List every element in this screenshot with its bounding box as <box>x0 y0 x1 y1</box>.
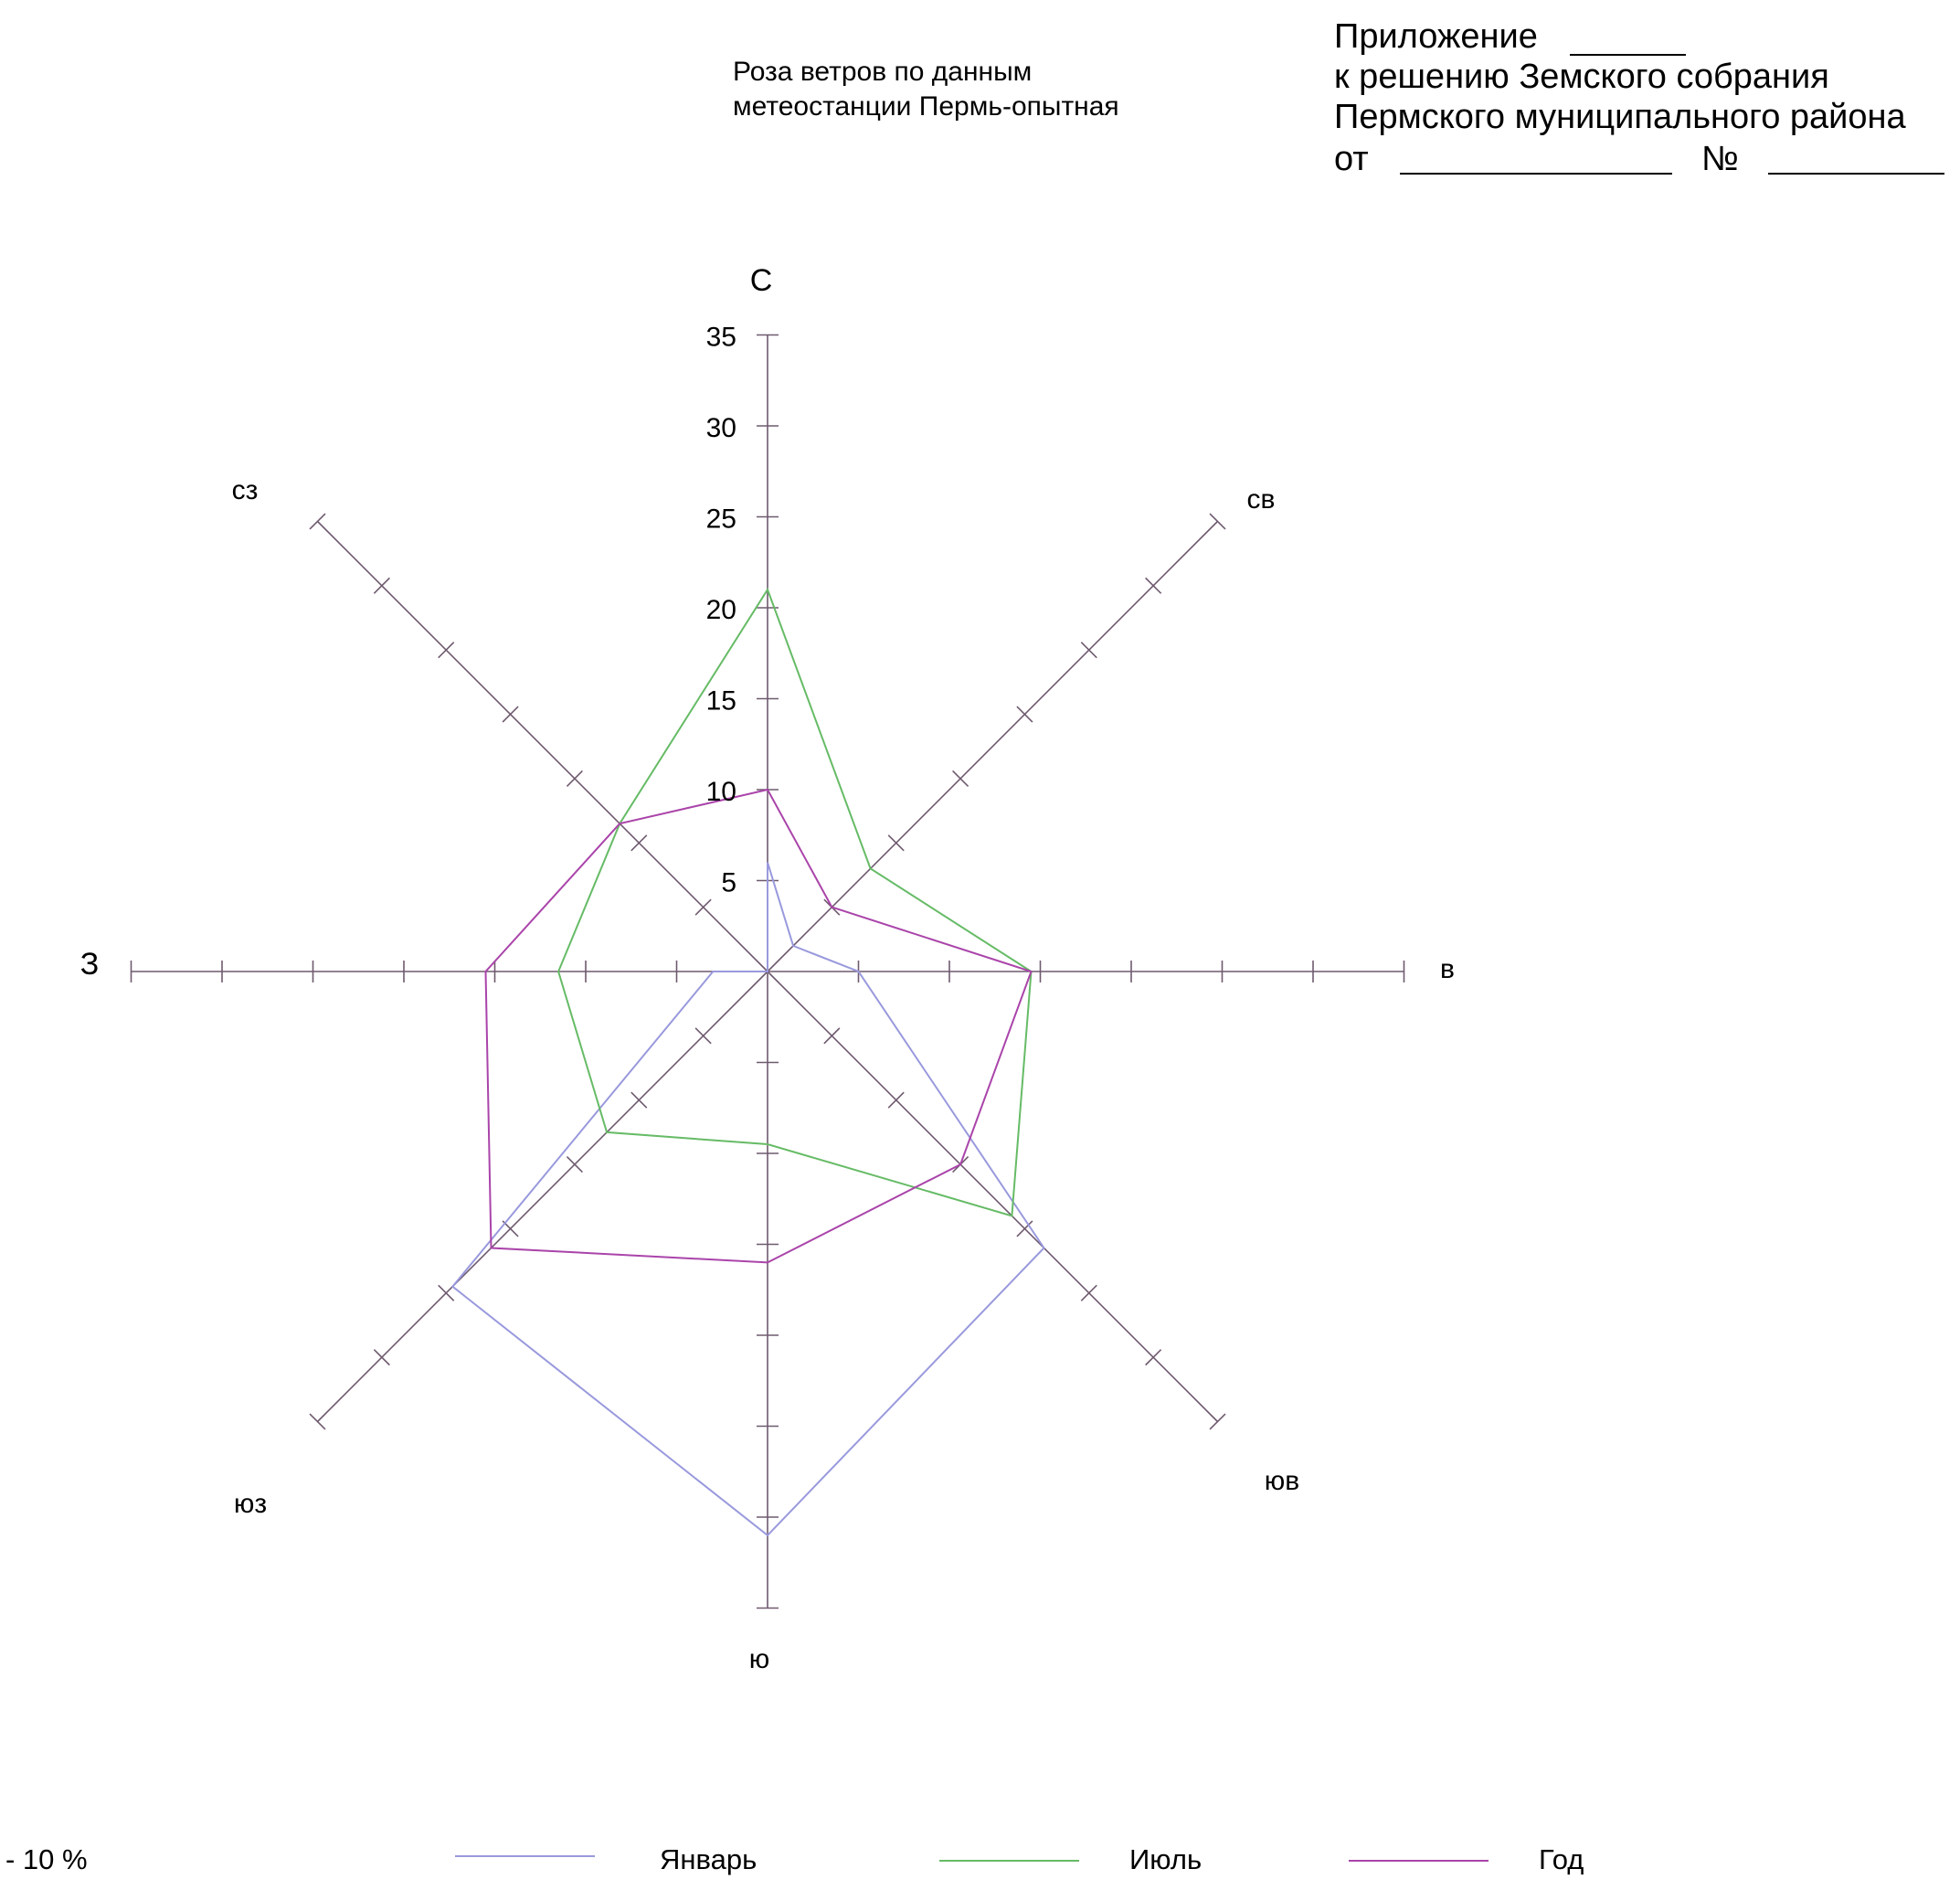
axis-tick-ne-4 <box>1016 706 1033 723</box>
axis-tick-ne-7 <box>1209 513 1226 530</box>
legend-label-year: Год <box>1539 1843 1584 1875</box>
axis-tick-sw-6 <box>373 1349 390 1366</box>
axis-tick-ne-6 <box>1145 577 1162 594</box>
axis-tick-sw-3 <box>566 1156 583 1173</box>
r-tick-label-30: 30 <box>706 413 736 443</box>
axis-tick-sw-5 <box>438 1284 455 1301</box>
axis-tick-sw-1 <box>694 1027 712 1045</box>
header-appendix: Приложение <box>1334 17 1538 56</box>
header-decision: к решению Земского собрания <box>1334 58 1829 96</box>
direction-label-w: З <box>80 947 100 982</box>
direction-label-sw: юз <box>234 1489 267 1519</box>
chart-title-line-1: Роза ветров по данным <box>733 57 1032 87</box>
axis-tick-se-1 <box>823 1027 841 1045</box>
r-tick-label-20: 20 <box>706 595 736 625</box>
axis-tick-nw-3 <box>566 770 583 787</box>
direction-label-nw: сз <box>232 475 259 505</box>
axis-tick-se-5 <box>1080 1284 1097 1301</box>
axis-tick-nw-5 <box>438 642 455 659</box>
axis-tick-ne-5 <box>1080 642 1097 659</box>
r-tick-label-15: 15 <box>706 686 736 717</box>
axis-spoke-nw <box>316 520 768 972</box>
axis-tick-sw-2 <box>630 1091 648 1109</box>
series-line-year <box>484 788 1033 1264</box>
axis-spoke-ne <box>767 520 1219 972</box>
r-tick-label-5: 5 <box>721 868 736 898</box>
axis-tick-nw-6 <box>373 577 390 594</box>
chart-labels: 5 10 15 20 25 30 35 Ссв в юв ю юз Зсз <box>80 263 1455 1674</box>
axis-tick-nw-4 <box>502 706 519 723</box>
r-tick-label-10: 10 <box>706 777 736 807</box>
axis-tick-sw-7 <box>309 1413 326 1430</box>
chart-series <box>450 587 1045 1537</box>
axis-spoke-se <box>767 971 1219 1423</box>
axis-tick-se-7 <box>1209 1413 1226 1430</box>
axis-tick-se-2 <box>887 1091 905 1109</box>
legend-label-january: Январь <box>660 1843 757 1875</box>
chart-axes <box>130 334 1405 1609</box>
legend-label-july: Июль <box>1129 1843 1202 1875</box>
axis-tick-nw-7 <box>309 513 326 530</box>
axis-tick-ne-2 <box>887 834 905 852</box>
direction-label-se: юв <box>1265 1466 1299 1496</box>
axis-tick-se-6 <box>1145 1349 1162 1366</box>
header-from-label: от <box>1334 140 1369 178</box>
r-tick-label-25: 25 <box>706 504 736 535</box>
axis-tick-nw-2 <box>630 834 648 852</box>
direction-label-ne: св <box>1247 484 1276 515</box>
header-district: Пермского муниципального района <box>1334 98 1906 136</box>
axis-tick-nw-1 <box>694 898 712 916</box>
axis-spoke-sw <box>316 971 768 1423</box>
direction-label-e: в <box>1440 954 1455 984</box>
direction-label-n: С <box>750 263 773 298</box>
legend-scale-note: - 10 % <box>5 1843 88 1875</box>
direction-label-s: ю <box>749 1644 770 1674</box>
axis-tick-ne-3 <box>952 770 969 787</box>
chart-title-line-2: метеостанции Пермь-опытная <box>733 91 1119 122</box>
axis-tick-se-4 <box>1016 1220 1033 1237</box>
r-tick-label-35: 35 <box>706 323 736 353</box>
header-number-label: № <box>1701 140 1739 178</box>
